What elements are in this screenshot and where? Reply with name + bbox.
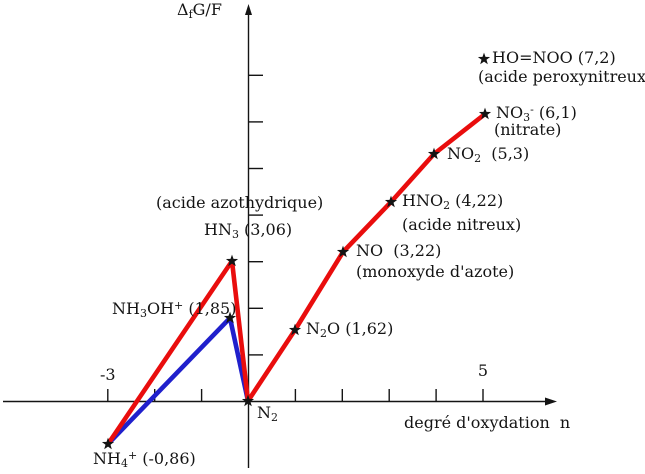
x-tick-label-1: 5 (477, 361, 489, 380)
point-sublabel-hno2: (acide nitreux) (402, 215, 522, 234)
point-sublabel-no: (monoxyde d'azote) (356, 262, 515, 281)
y-axis-title: ΔfG/F (177, 0, 222, 21)
red-curve (105, 111, 488, 447)
point-label-no: NO (3,22) (356, 241, 442, 260)
star-marker-ho-noo (477, 52, 491, 65)
star-marker-hno2 (384, 195, 398, 208)
point-label-no2: NO2 (5,3) (447, 144, 530, 165)
x-axis-arrow-icon (545, 397, 557, 406)
star-marker-n2 (241, 394, 255, 407)
star-marker-hn3 (225, 254, 239, 267)
point-label-n2: N2 (257, 403, 278, 424)
point-label-n2o: N2O (1,62) (306, 319, 394, 340)
point-label-hn3: HN3 (3,06) (204, 220, 293, 241)
point-label-hno2: HNO2 (4,22) (402, 191, 504, 212)
star-marker-nh3oh-plus (223, 311, 237, 324)
point-sublabel-ho-noo: (acide peroxynitreux) (478, 67, 645, 86)
point-label-ho-noo: HO=NOO (7,2) (492, 48, 616, 67)
point-sublabel-hn3: (acide azothydrique) (156, 193, 324, 212)
star-marker-no2 (427, 147, 441, 160)
point-label-nh3oh-plus: NH3OH+ (1,85) (112, 299, 237, 320)
star-marker-no3-minus (478, 107, 492, 120)
point-sublabel-no3-minus: (nitrate) (494, 120, 562, 139)
x-tick-label-0: -3 (100, 365, 116, 384)
y-axis-arrow-icon (245, 4, 252, 15)
point-label-nh4-plus: NH4+ (-0,86) (93, 449, 196, 470)
star-marker-no (336, 245, 350, 258)
x-axis-title: degré d'oxydation n (404, 413, 571, 432)
point-label-no3-minus: NO3- (6,1) (496, 103, 577, 124)
star-marker-nh4-plus (101, 437, 115, 450)
star-marker-n2o (288, 323, 302, 336)
